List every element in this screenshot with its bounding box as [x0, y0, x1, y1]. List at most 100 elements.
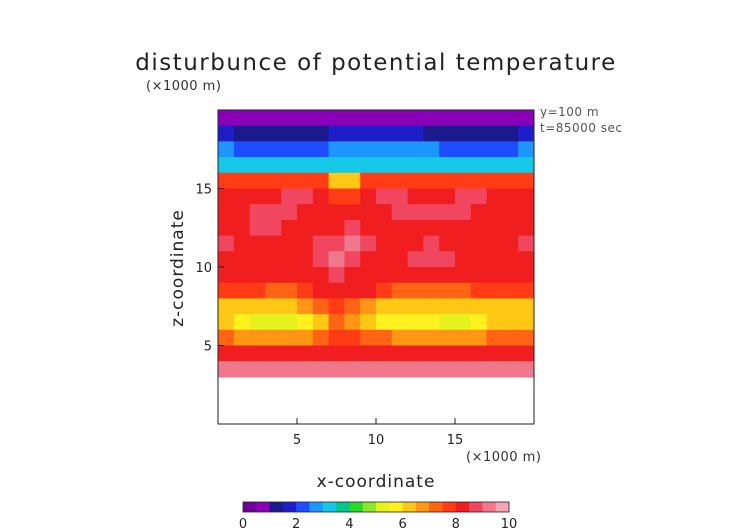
heatmap-cell — [218, 110, 235, 127]
heatmap-cell — [486, 298, 503, 315]
heatmap-cell — [344, 172, 361, 190]
heatmap-cell — [518, 361, 534, 378]
heatmap-cell — [360, 345, 377, 362]
heatmap-cell — [423, 219, 440, 237]
heatmap-cell — [249, 157, 266, 174]
heatmap-cell — [455, 172, 472, 190]
heatmap-cell — [470, 172, 488, 190]
heatmap-cell — [265, 188, 282, 205]
colorbar-swatch — [269, 502, 284, 512]
heatmap-cell — [391, 172, 409, 190]
heatmap-cell — [360, 329, 377, 347]
heatmap-cell — [312, 282, 330, 299]
heatmap-cell — [423, 110, 440, 127]
heatmap-cell — [518, 282, 534, 299]
heatmap-cell — [470, 314, 488, 331]
heatmap-cell — [233, 251, 251, 268]
heatmap-cell — [218, 219, 235, 237]
heatmap-cell — [297, 141, 314, 158]
heatmap-cell — [297, 110, 314, 127]
colorbar-swatch — [376, 502, 390, 512]
heatmap-cell — [281, 361, 298, 378]
heatmap-cell — [233, 188, 251, 205]
heatmap-cell — [328, 125, 345, 142]
x-tick-label: 15 — [447, 433, 464, 448]
heatmap-cell — [344, 141, 361, 158]
heatmap-cell — [218, 157, 235, 174]
heatmap-cell — [312, 251, 330, 268]
heatmap-cell — [233, 157, 251, 174]
heatmap-cell — [312, 141, 330, 158]
heatmap-cell — [486, 314, 503, 331]
heatmap-cell — [439, 345, 456, 362]
heatmap-cell — [486, 267, 503, 284]
heatmap-cell — [344, 204, 361, 221]
heatmap-cell — [518, 172, 534, 190]
heatmap-cell — [249, 141, 266, 158]
heatmap-cell — [218, 298, 235, 315]
heatmap-cell — [423, 329, 440, 347]
heatmap-cell — [265, 204, 282, 221]
heatmap-cell — [407, 141, 424, 158]
heatmap-cell — [407, 172, 424, 190]
heatmap-cell — [470, 188, 488, 205]
heatmap-cell — [265, 110, 282, 127]
heatmap-cell — [233, 345, 251, 362]
y-tick-label: 5 — [204, 340, 212, 355]
heatmap-cell — [249, 110, 266, 127]
heatmap-cell — [376, 235, 393, 252]
colorbar-swatch — [415, 502, 430, 512]
heatmap-cell — [360, 125, 377, 142]
heatmap-cell — [486, 204, 503, 221]
heatmap-cell — [502, 110, 519, 127]
heatmap-cell — [360, 282, 377, 299]
heatmap-cell — [391, 188, 409, 205]
heatmap-cell — [518, 141, 534, 158]
heatmap-cell — [344, 329, 361, 347]
heatmap-cell — [360, 298, 377, 315]
x-axis-ticks: 5 10 15 — [293, 418, 463, 448]
heatmap-cell — [297, 235, 314, 252]
heatmap-cell — [360, 267, 377, 284]
heatmap-cell — [344, 219, 361, 237]
heatmap-cell — [391, 314, 409, 331]
heatmap-cell — [281, 345, 298, 362]
heatmap-cell — [297, 204, 314, 221]
heatmap-cell — [297, 267, 314, 284]
heatmap-cell — [455, 345, 472, 362]
heatmap-cell — [518, 157, 534, 174]
heatmap-cell — [407, 251, 424, 268]
heatmap-cell — [265, 157, 282, 174]
colorbar-swatch — [469, 502, 483, 512]
heatmap-cell — [328, 235, 345, 252]
colorbar-tick-label: 10 — [501, 517, 518, 532]
heatmap-cell — [281, 282, 298, 299]
heatmap-cell — [439, 235, 456, 252]
heatmap-cell — [502, 329, 519, 347]
heatmap-cell — [218, 282, 235, 299]
heatmap-cell — [455, 219, 472, 237]
heatmap-cell — [391, 361, 409, 378]
heatmap-cell — [218, 251, 235, 268]
heatmap-cell — [265, 282, 282, 299]
heatmap-cell — [265, 219, 282, 237]
heatmap-cell — [439, 219, 456, 237]
heatmap-cell — [328, 157, 345, 174]
heatmap-cell — [265, 251, 282, 268]
heatmap-cell — [360, 188, 377, 205]
heatmap-cell — [455, 282, 472, 299]
heatmap-cell — [376, 110, 393, 127]
colorbar-swatch — [442, 502, 457, 512]
heatmap-cell — [407, 157, 424, 174]
heatmap-cell — [439, 361, 456, 378]
heatmap-cell — [407, 298, 424, 315]
heatmap-cell — [328, 314, 345, 331]
heatmap-cell — [233, 298, 251, 315]
heatmap-cell — [376, 267, 393, 284]
heatmap-cell — [407, 314, 424, 331]
heatmap-cell — [518, 110, 534, 127]
annotation-t: t=85000 sec — [540, 121, 622, 135]
heatmap-cell — [218, 314, 235, 331]
heatmap-cell — [328, 361, 345, 378]
heatmap-cell — [470, 361, 488, 378]
